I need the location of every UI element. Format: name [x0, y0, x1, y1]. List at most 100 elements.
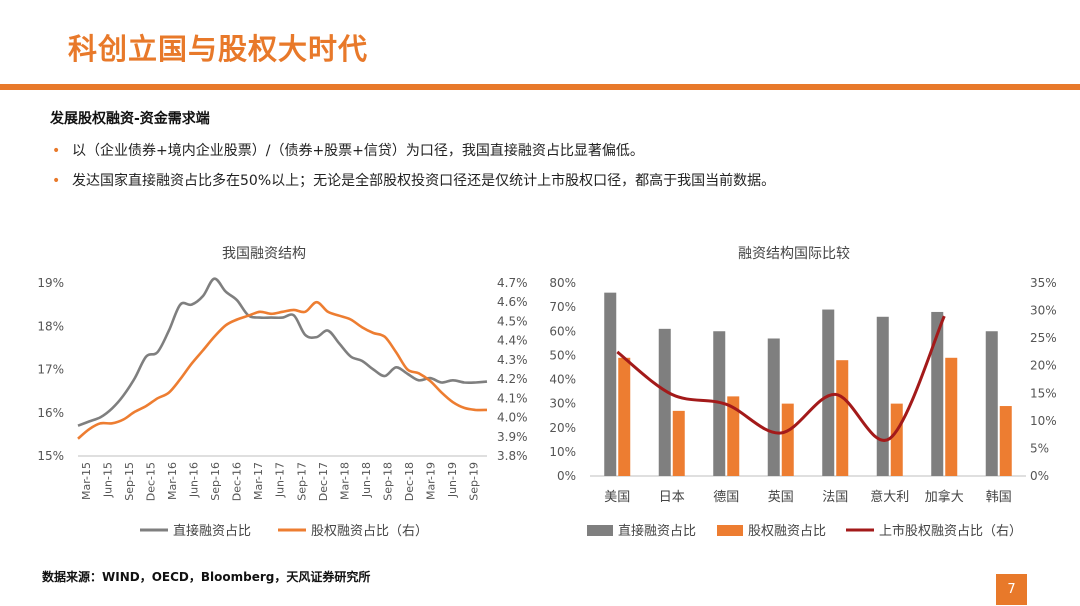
bar-equity-financing: [890, 403, 903, 476]
bar-direct-financing: [658, 328, 671, 476]
x-tick-label: Dec-16: [231, 462, 244, 501]
bullet-text: 发达国家直接融资占比多在50%以上；无论是全部股权投资口径还是仅统计上市股权口径…: [72, 173, 776, 189]
y-left-tick-label: 60%: [549, 324, 576, 338]
y-left-tick-label: 19%: [37, 276, 64, 290]
y-left-tick-label: 80%: [549, 276, 576, 290]
x-tick-label: Jun-17: [274, 462, 287, 498]
section-subtitle: 发展股权融资-资金需求端: [50, 111, 210, 127]
y-right-tick-label: 4.7%: [497, 276, 528, 290]
y-right-tick-label: 4.4%: [497, 334, 528, 348]
bar-direct-financing: [822, 309, 835, 476]
y-right-tick-label: 4.5%: [497, 314, 528, 328]
y-left-tick-label: 18%: [37, 319, 64, 333]
bar-equity-financing: [781, 403, 794, 476]
x-tick-label: Jun-15: [102, 462, 115, 498]
x-category-label: 意大利: [870, 489, 909, 505]
legend-label-listed: 上市股权融资占比（右）: [879, 523, 1022, 539]
bar-direct-financing: [604, 292, 617, 476]
x-category-label: 加拿大: [925, 489, 964, 505]
legend-label-direct: 直接融资占比: [173, 523, 251, 539]
bar-equity-financing: [727, 396, 740, 476]
bullet-text: 以（企业债券+境内企业股票）/（债券+股票+信贷）为口径，我国直接融资占比显著偏…: [72, 143, 644, 159]
slide-title: 科创立国与股权大时代: [68, 32, 369, 66]
bullet-item: • 发达国家直接融资占比多在50%以上；无论是全部股权投资口径还是仅统计上市股权口…: [50, 170, 775, 200]
x-tick-label: Dec-15: [145, 462, 158, 501]
y-right-tick-label: 3.9%: [497, 430, 528, 444]
x-category-label: 英国: [768, 490, 794, 505]
y-right-tick-label: 35%: [1030, 276, 1057, 290]
y-right-tick-label: 0%: [1030, 469, 1049, 483]
x-tick-label: Dec-18: [403, 462, 416, 501]
bullet-list: • 以（企业债券+境内企业股票）/（债券+股票+信贷）为口径，我国直接融资占比显著…: [50, 140, 775, 200]
y-right-tick-label: 4.1%: [497, 391, 528, 405]
y-left-tick-label: 15%: [37, 449, 64, 463]
y-right-tick-label: 3.8%: [497, 449, 528, 463]
bar-direct-financing: [985, 331, 998, 476]
x-tick-label: Mar-17: [252, 462, 265, 500]
x-tick-label: Jun-18: [360, 462, 373, 498]
x-tick-label: Jun-16: [188, 462, 201, 498]
bar-direct-financing: [876, 316, 889, 476]
x-category-label: 法国: [822, 490, 848, 505]
x-tick-label: Mar-15: [80, 462, 93, 500]
x-category-label: 日本: [659, 490, 685, 505]
x-tick-label: Mar-16: [166, 462, 179, 500]
equity-financing-line: [77, 300, 488, 440]
title-divider: [0, 84, 1080, 90]
x-tick-label: Sep-19: [467, 462, 480, 501]
bullet-dot-icon: •: [52, 143, 61, 159]
bullet-dot-icon: •: [52, 173, 61, 189]
bar-direct-financing: [931, 311, 944, 476]
y-right-tick-label: 15%: [1030, 386, 1057, 400]
y-left-tick-label: 30%: [549, 397, 576, 411]
y-right-tick-label: 10%: [1030, 414, 1057, 428]
x-tick-label: Sep-17: [295, 462, 308, 501]
x-tick-label: Mar-18: [338, 462, 351, 500]
y-right-tick-label: 4.2%: [497, 372, 528, 386]
x-tick-label: Dec-17: [317, 462, 330, 501]
direct-financing-line: [77, 277, 488, 427]
y-left-tick-label: 20%: [549, 421, 576, 435]
y-right-tick-label: 5%: [1030, 441, 1049, 455]
bar-equity-financing: [618, 357, 631, 476]
bar-equity-financing: [836, 360, 849, 476]
legend-label-direct: 直接融资占比: [618, 523, 696, 539]
y-right-tick-label: 20%: [1030, 359, 1057, 373]
y-left-tick-label: 40%: [549, 373, 576, 387]
x-tick-label: Jun-19: [446, 462, 459, 498]
bar-equity-financing: [999, 406, 1012, 476]
y-right-tick-label: 25%: [1030, 331, 1057, 345]
y-right-tick-label: 30%: [1030, 304, 1057, 318]
x-category-label: 德国: [713, 490, 739, 505]
listed-equity-financing-line: [616, 315, 946, 442]
china-financing-structure-chart: 15% 16% 17% 18% 19% 3.8% 3.9% 4.0% 4.1% 4.2% 4.3% 4…: [37, 276, 528, 539]
y-left-tick-label: 10%: [549, 445, 576, 459]
bullet-item: • 以（企业债券+境内企业股票）/（债券+股票+信贷）为口径，我国直接融资占比显著…: [50, 140, 775, 170]
y-left-tick-label: 17%: [37, 363, 64, 377]
y-left-tick-label: 50%: [549, 348, 576, 362]
y-right-tick-label: 4.6%: [497, 295, 528, 309]
legend-swatch-equity: [717, 525, 743, 536]
x-tick-label: Mar-19: [424, 462, 437, 500]
legend-swatch-direct: [587, 525, 613, 536]
source-note: 数据来源：WIND，OECD，Bloomberg，天风证券研究所: [42, 570, 371, 584]
y-left-tick-label: 16%: [37, 406, 64, 420]
international-financing-comparison-chart: 0% 10% 20% 30% 40% 50% 60% 70% 80% 0% 5% 10% 15% 20% 2…: [549, 276, 1057, 539]
bar-equity-financing: [945, 357, 958, 476]
legend-label-equity: 股权融资占比: [748, 523, 826, 539]
page-number: 7: [996, 574, 1027, 605]
x-category-label: 韩国: [986, 490, 1012, 505]
y-left-tick-label: 0%: [557, 469, 576, 483]
bar-direct-financing: [767, 338, 780, 476]
bar-equity-financing: [672, 410, 685, 476]
chart1-title: 我国融资结构: [222, 246, 306, 262]
x-tick-label: Sep-18: [381, 462, 394, 501]
x-tick-label: Sep-16: [209, 462, 222, 501]
y-right-tick-label: 4.3%: [497, 353, 528, 367]
legend-label-equity: 股权融资占比（右）: [311, 523, 428, 539]
y-left-tick-label: 70%: [549, 300, 576, 314]
y-right-tick-label: 4.0%: [497, 411, 528, 425]
x-tick-label: Sep-15: [123, 462, 136, 501]
chart2-title: 融资结构国际比较: [738, 246, 850, 262]
x-category-label: 美国: [604, 490, 630, 505]
